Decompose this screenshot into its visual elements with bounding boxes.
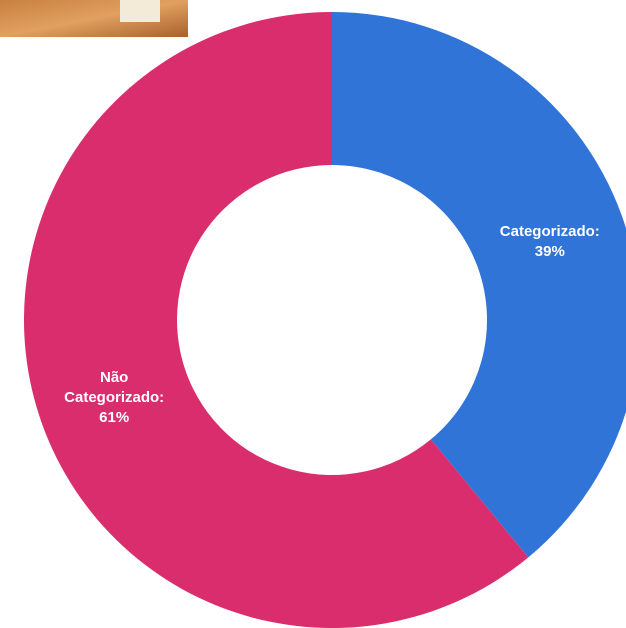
- header-image-detail: [120, 0, 160, 22]
- donut-slice: [332, 12, 626, 558]
- label-category: Não Categorizado:: [64, 369, 165, 407]
- donut-slice: [23, 12, 529, 628]
- label-category: Categorizado:: [499, 222, 600, 240]
- data-label: Não Categorizado: 61%: [54, 368, 174, 428]
- data-label: Categorizado: 39%: [490, 222, 610, 262]
- label-value: 39%: [534, 242, 565, 260]
- label-value: 61%: [99, 409, 130, 427]
